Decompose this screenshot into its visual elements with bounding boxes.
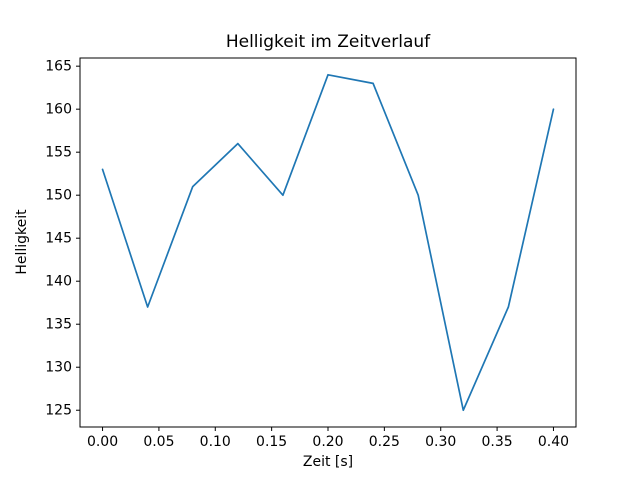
- y-tick-label: 140: [45, 274, 72, 290]
- y-tick-label: 165: [45, 59, 72, 75]
- y-tick-label: 135: [45, 317, 72, 333]
- x-tick-label: 0.40: [538, 434, 569, 450]
- x-tick-label: 0.15: [256, 434, 287, 450]
- axes-frame: [79, 57, 577, 428]
- y-tick-label: 160: [45, 102, 72, 118]
- y-tick-label: 145: [45, 231, 72, 247]
- y-tick-label: 130: [45, 360, 72, 376]
- x-axis-label: Zeit [s]: [303, 454, 353, 470]
- y-tick-label: 125: [45, 403, 72, 419]
- y-tick-label: 150: [45, 188, 72, 204]
- y-tick-label: 155: [45, 145, 72, 161]
- x-tick-label: 0.00: [87, 434, 118, 450]
- data-line: [101, 73, 555, 412]
- y-axis-label: Helligkeit: [14, 209, 30, 275]
- x-tick-label: 0.05: [143, 434, 174, 450]
- x-tick-label: 0.20: [312, 434, 343, 450]
- x-tick-label: 0.10: [200, 434, 231, 450]
- x-tick-label: 0.35: [482, 434, 513, 450]
- chart-title: Helligkeit im Zeitverlauf: [226, 32, 431, 52]
- x-tick-label: 0.25: [369, 434, 400, 450]
- x-tick-label: 0.30: [425, 434, 456, 450]
- axes-group: 0.00 0.05 0.10 0.15 0.20 0.25 0.30 0.35 0.40 125 1…: [45, 57, 577, 450]
